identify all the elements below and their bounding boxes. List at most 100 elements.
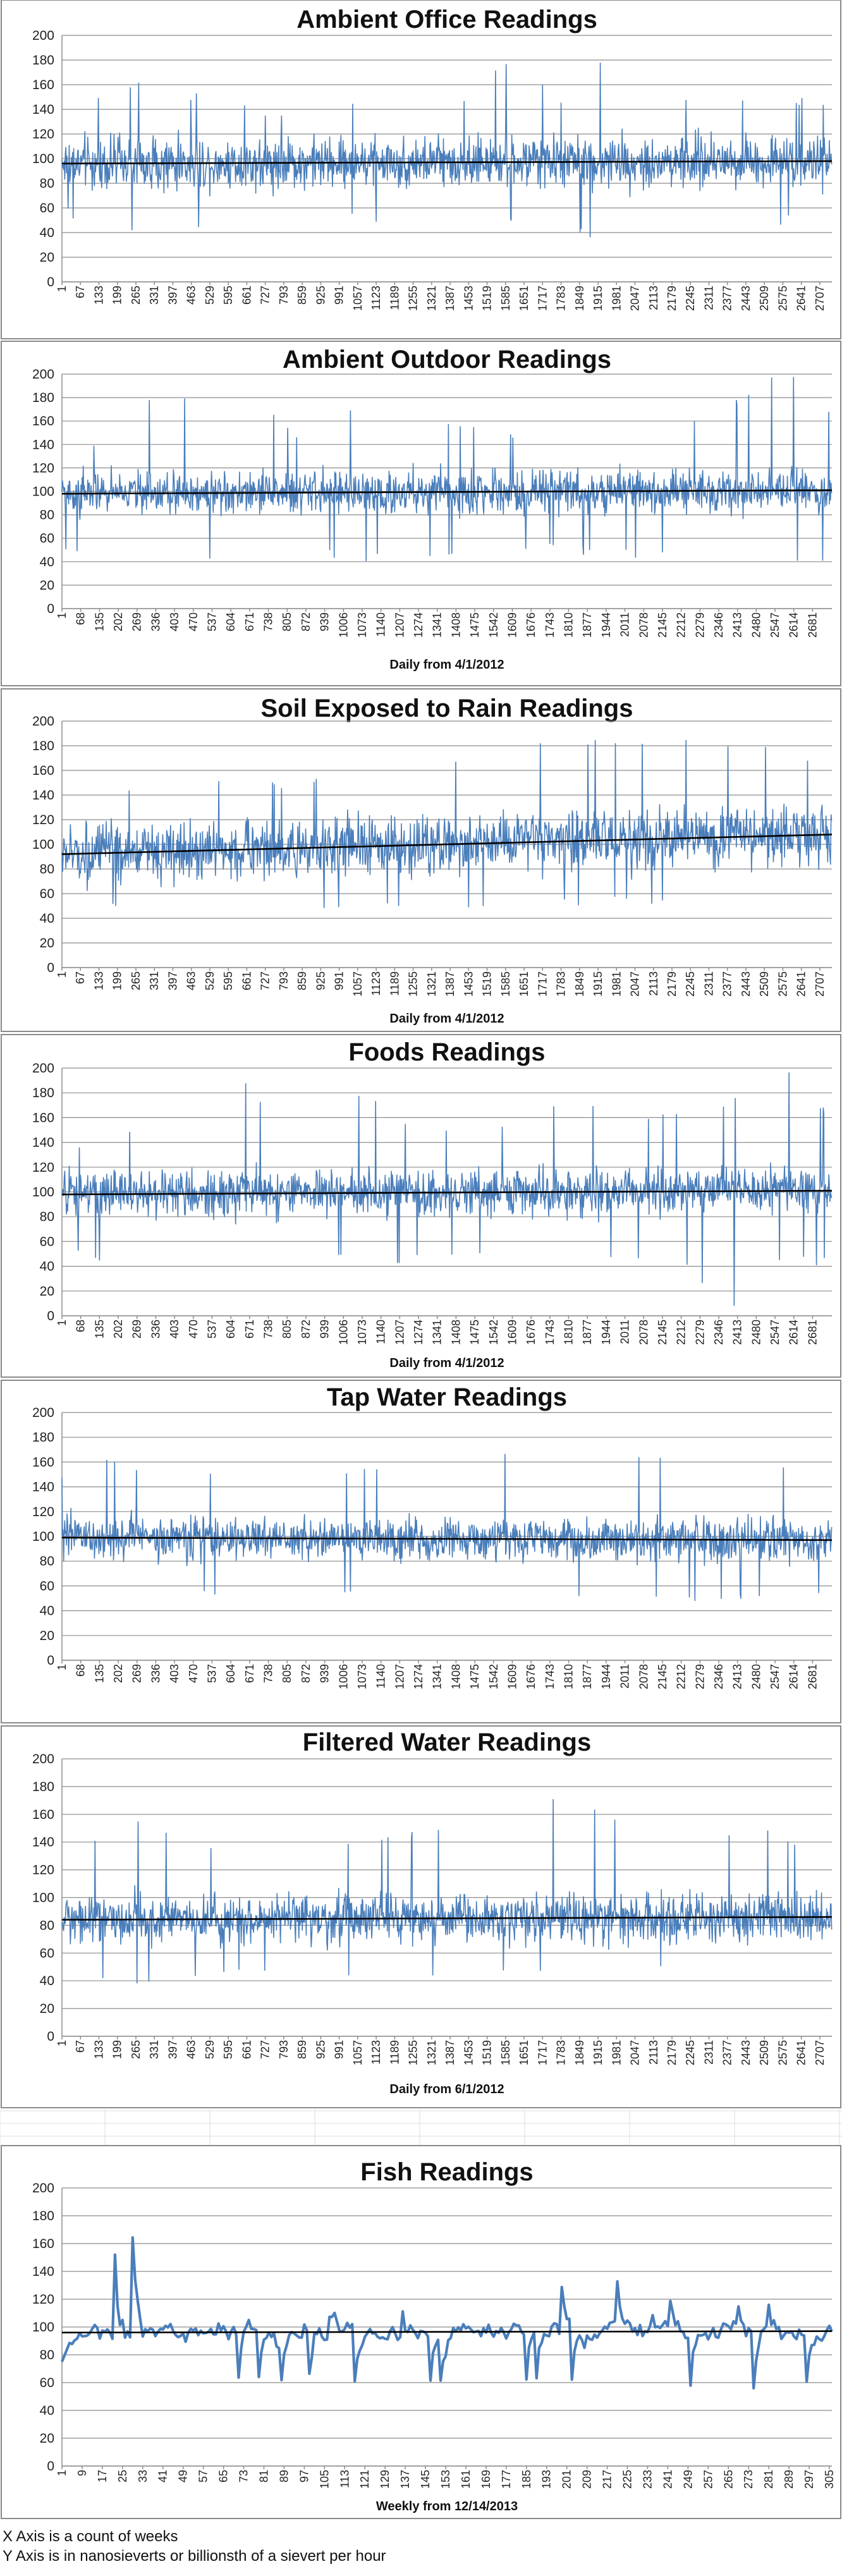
x-tick-label: 1944: [600, 612, 613, 638]
y-tick-label: 120: [32, 127, 54, 142]
x-tick-label: 1387: [444, 2040, 456, 2065]
x-tick-label: 2509: [758, 2040, 771, 2065]
x-tick-label: 67: [74, 971, 87, 984]
x-tick-label: 727: [259, 2040, 272, 2059]
y-tick-label: 40: [40, 1604, 54, 1619]
y-tick-label: 60: [40, 201, 54, 216]
x-tick-label: 1743: [544, 1320, 556, 1345]
x-tick-label: 2011: [619, 1664, 632, 1689]
x-tick-label: 2346: [712, 1664, 725, 1689]
x-tick-label: 2509: [758, 971, 771, 997]
x-tick-label: 33: [137, 2470, 149, 2482]
x-tick-label: 661: [240, 971, 253, 990]
x-tick-label: 1651: [518, 286, 530, 311]
x-tick-label: 2641: [795, 971, 808, 997]
y-tick-label: 200: [32, 714, 54, 729]
x-tick-label: 1207: [393, 1664, 406, 1689]
x-tick-label: 1651: [518, 2040, 530, 2065]
x-tick-label: 133: [93, 971, 106, 990]
x-tick-label: 595: [222, 286, 235, 305]
x-tick-label: 1255: [407, 2040, 420, 2065]
y-tick-label: 40: [40, 1974, 54, 1988]
x-tick-label: 2245: [684, 2040, 697, 2065]
x-tick-label: 161: [460, 2470, 472, 2489]
y-tick-label: 20: [40, 250, 54, 265]
x-axis-label: Daily from 4/1/2012: [389, 1012, 504, 1026]
x-tick-label: 153: [439, 2470, 452, 2489]
x-tick-label: 1651: [518, 971, 530, 997]
y-tick-label: 20: [40, 578, 54, 593]
x-tick-label: 671: [243, 1320, 256, 1339]
series-line: [61, 739, 833, 909]
x-tick-label: 2614: [788, 612, 800, 638]
x-tick-label: 661: [240, 2040, 253, 2059]
x-tick-label: 1140: [375, 1664, 387, 1689]
x-tick-label: 1408: [449, 1664, 462, 1689]
x-tick-label: 105: [318, 2470, 331, 2489]
x-tick-label: 1341: [431, 1664, 444, 1689]
trend-line: [61, 1536, 833, 1541]
trend-line: [61, 489, 833, 495]
x-tick-label: 241: [661, 2470, 674, 2489]
y-tick-label: 180: [32, 391, 54, 405]
x-tick-label: 1944: [600, 1664, 613, 1689]
y-tick-label: 40: [40, 555, 54, 569]
x-tick-label: 2575: [777, 971, 790, 997]
x-tick-label: 529: [204, 2040, 216, 2059]
y-tick-label: 200: [32, 28, 54, 43]
x-tick-label: 671: [243, 1664, 256, 1683]
x-tick-label: 604: [224, 1664, 237, 1683]
x-tick-label: 1073: [356, 1664, 369, 1689]
x-tick-label: 25: [116, 2470, 129, 2482]
x-tick-label: 2547: [769, 612, 781, 638]
y-tick-label: 0: [47, 2459, 54, 2474]
x-tick-label: 2212: [675, 1664, 688, 1689]
y-tick-label: 0: [47, 2029, 54, 2044]
x-tick-label: 2377: [721, 286, 734, 311]
x-tick-label: 2377: [721, 2040, 734, 2065]
x-tick-label: 2047: [629, 971, 642, 997]
x-tick-label: 1717: [536, 971, 549, 997]
y-tick-label: 160: [32, 2237, 54, 2251]
x-tick-label: 1: [56, 1664, 68, 1670]
x-tick-label: 2681: [806, 1320, 819, 1345]
x-tick-label: 872: [300, 1320, 312, 1339]
y-tick-label: 120: [32, 2292, 54, 2307]
x-tick-label: 738: [262, 612, 275, 631]
x-tick-label: 1: [56, 2040, 68, 2046]
x-tick-label: 1057: [351, 286, 364, 311]
y-tick-label: 140: [32, 102, 54, 117]
x-tick-label: 1073: [356, 1320, 369, 1345]
x-tick-label: 2614: [788, 1320, 800, 1345]
x-tick-label: 1341: [431, 612, 444, 638]
x-tick-label: 1849: [573, 971, 586, 997]
x-tick-label: 1609: [506, 1664, 519, 1689]
chart-title: Tap Water Readings: [327, 1383, 567, 1411]
x-tick-label: 145: [419, 2470, 432, 2489]
x-tick-label: 793: [278, 2040, 290, 2059]
x-tick-label: 336: [149, 1664, 162, 1683]
y-tick-label: 100: [32, 485, 54, 499]
x-tick-label: 331: [148, 286, 161, 305]
x-tick-label: 1783: [555, 971, 568, 997]
chart-title: Soil Exposed to Rain Readings: [261, 695, 633, 722]
trend-line: [61, 160, 833, 165]
x-tick-label: 1676: [525, 612, 537, 638]
x-tick-label: 135: [93, 1320, 106, 1339]
x-tick-label: 805: [281, 1320, 293, 1339]
x-tick-label: 65: [217, 2470, 230, 2482]
x-tick-label: 2509: [758, 286, 771, 311]
x-tick-label: 738: [262, 1320, 275, 1339]
chart-title: Ambient Outdoor Readings: [283, 346, 611, 374]
x-tick-label: 202: [112, 1320, 125, 1339]
x-tick-label: 738: [262, 1664, 275, 1683]
y-tick-label: 20: [40, 2002, 54, 2016]
y-tick-label: 120: [32, 813, 54, 827]
x-tick-label: 201: [561, 2470, 573, 2489]
x-tick-label: 1810: [563, 1320, 575, 1345]
axis-notes: X Axis is a count of weeks Y Axis is in …: [3, 2527, 837, 2566]
chart-panel-6: Filtered Water Readings02040608010012014…: [1, 1725, 841, 2108]
x-tick-label: 57: [197, 2470, 210, 2482]
x-tick-label: 595: [222, 2040, 235, 2059]
x-tick-label: 1981: [610, 286, 623, 311]
